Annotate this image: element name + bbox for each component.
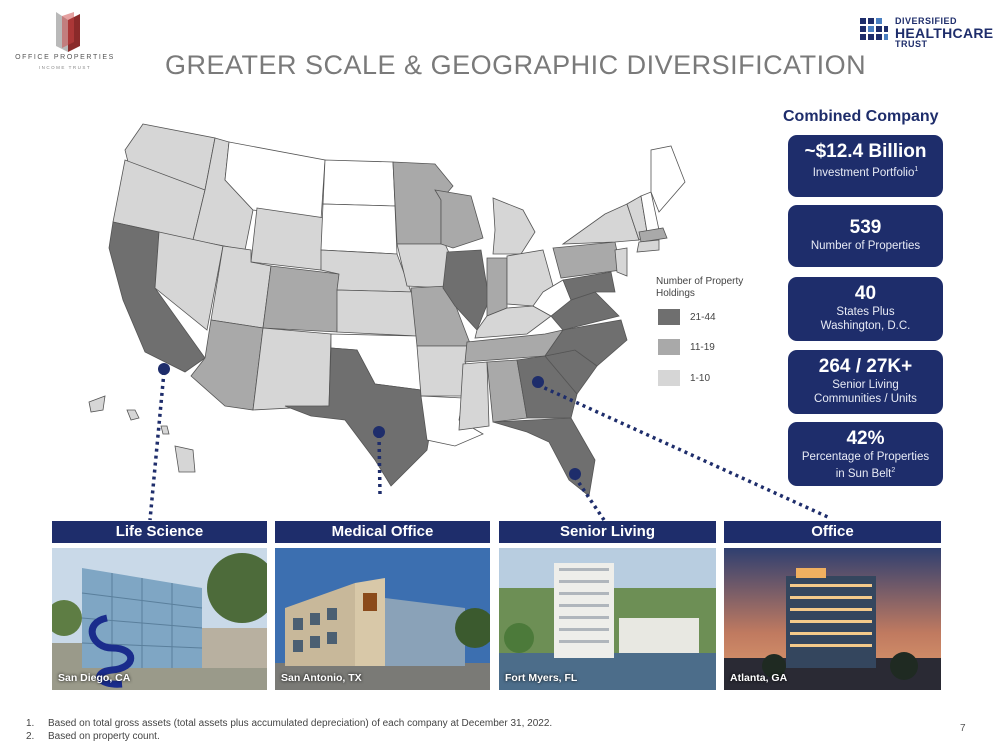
state-wv [532,279,572,317]
photo-location-label: San Antonio, TX [281,672,362,684]
dhc-logo-text: DIVERSIFIED HEALTHCARE TRUST [895,17,993,49]
legend-label: 1-10 [690,372,711,384]
state-nj [614,247,628,277]
footnote-1: 1. Based on total gross assets (total ass… [26,718,553,729]
stat-card-states: 40 States Plus Washington, D.C. [788,277,943,341]
legend-item: 21-44 [658,309,716,325]
building-image-icon [275,548,490,690]
stat-label: Number of Properties [810,240,921,252]
marker-fort-myers [569,468,581,480]
marker-san-diego [158,363,170,375]
state-mo [410,285,472,347]
stat-value: 40 [854,283,877,304]
state-hi-1 [126,409,140,421]
photo-medical-office: San Antonio, TX [275,548,490,690]
state-md [562,271,616,301]
state-hi-2 [160,425,170,435]
state-me [650,145,686,213]
state-ma [638,227,668,243]
state-ks [336,289,418,337]
page-title: GREATER SCALE & GEOGRAPHIC DIVERSIFICATI… [165,50,867,80]
photo-office: Atlanta, GA [724,548,941,690]
legend-swatch [658,339,680,355]
state-ny [561,203,640,245]
stat-value: ~$12.4 Billion [804,141,927,162]
stat-label-2: Communities / Units [814,393,917,405]
photo-location-label: San Diego, CA [58,672,131,684]
dhc-line1: DIVERSIFIED [895,16,958,26]
dhc-line3: TRUST [895,39,928,49]
legend-item: 1-10 [658,370,710,386]
opi-logo-icon [56,12,80,52]
building-image-icon [499,548,716,690]
stat-label-2: in Sun Belt2 [835,467,896,480]
marker-atlanta [532,376,544,388]
legend-label: 11-19 [690,341,715,353]
stat-card-portfolio: ~$12.4 Billion Investment Portfolio1 [788,135,943,197]
state-fl [492,417,596,497]
opi-name: OFFICE PROPERTIES [15,54,115,61]
stat-card-senior-living: 264 / 27K+ Senior Living Communities / U… [788,350,943,414]
dhc-line2: HEALTHCARE [895,25,994,41]
footnote-2: 2. Based on property count. [26,731,160,742]
page-number: 7 [960,723,966,734]
stat-label: Senior Living [832,379,899,391]
state-ct [636,239,660,253]
legend-label: 21-44 [690,311,716,323]
state-ar [416,345,468,397]
photo-life-science: San Diego, CA [52,548,267,690]
state-ak [88,395,106,413]
state-ky [474,305,552,339]
marker-san-antonio [373,426,385,438]
stat-value: 539 [849,217,882,238]
stat-value: 264 / 27K+ [818,356,913,377]
dhc-logo-icon [860,18,888,40]
legend-swatch [658,370,680,386]
photo-location-label: Atlanta, GA [730,672,788,684]
state-az [190,319,264,411]
stat-label-2: Washington, D.C. [820,320,911,332]
state-in [486,257,508,317]
state-mi [492,197,536,255]
stat-card-sun-belt: 42% Percentage of Properties in Sun Belt… [788,422,943,486]
segment-header-medical-office: Medical Office [275,521,490,543]
us-map [88,123,686,497]
stat-value: 42% [846,428,885,449]
state-wi [434,189,484,249]
stat-label: Percentage of Properties [801,451,930,463]
state-sd [320,203,398,255]
state-nd [322,159,396,207]
legend-swatch [658,309,680,325]
legend-title: Number of Property Holdings [656,276,744,299]
segment-header-life-science: Life Science [52,521,267,543]
segment-header-senior-living: Senior Living [499,521,716,543]
combined-heading: Combined Company [783,108,939,125]
state-co [262,265,340,333]
state-nv [154,231,224,331]
legend-item: 11-19 [658,339,715,355]
opi-subname: INCOME TRUST [38,65,92,70]
photo-location-label: Fort Myers, FL [505,672,578,684]
state-hi-3 [174,445,196,473]
building-image-icon [52,548,267,690]
stat-label: Investment Portfolio1 [812,166,919,179]
state-tx [284,347,436,487]
segment-header-office: Office [724,521,941,543]
photo-senior-living: Fort Myers, FL [499,548,716,690]
stat-label: States Plus [836,306,895,318]
state-wy [250,207,326,271]
building-image-icon [724,548,941,690]
state-ms [458,361,490,431]
state-nm [252,327,332,411]
stat-card-properties: 539 Number of Properties [788,205,943,267]
